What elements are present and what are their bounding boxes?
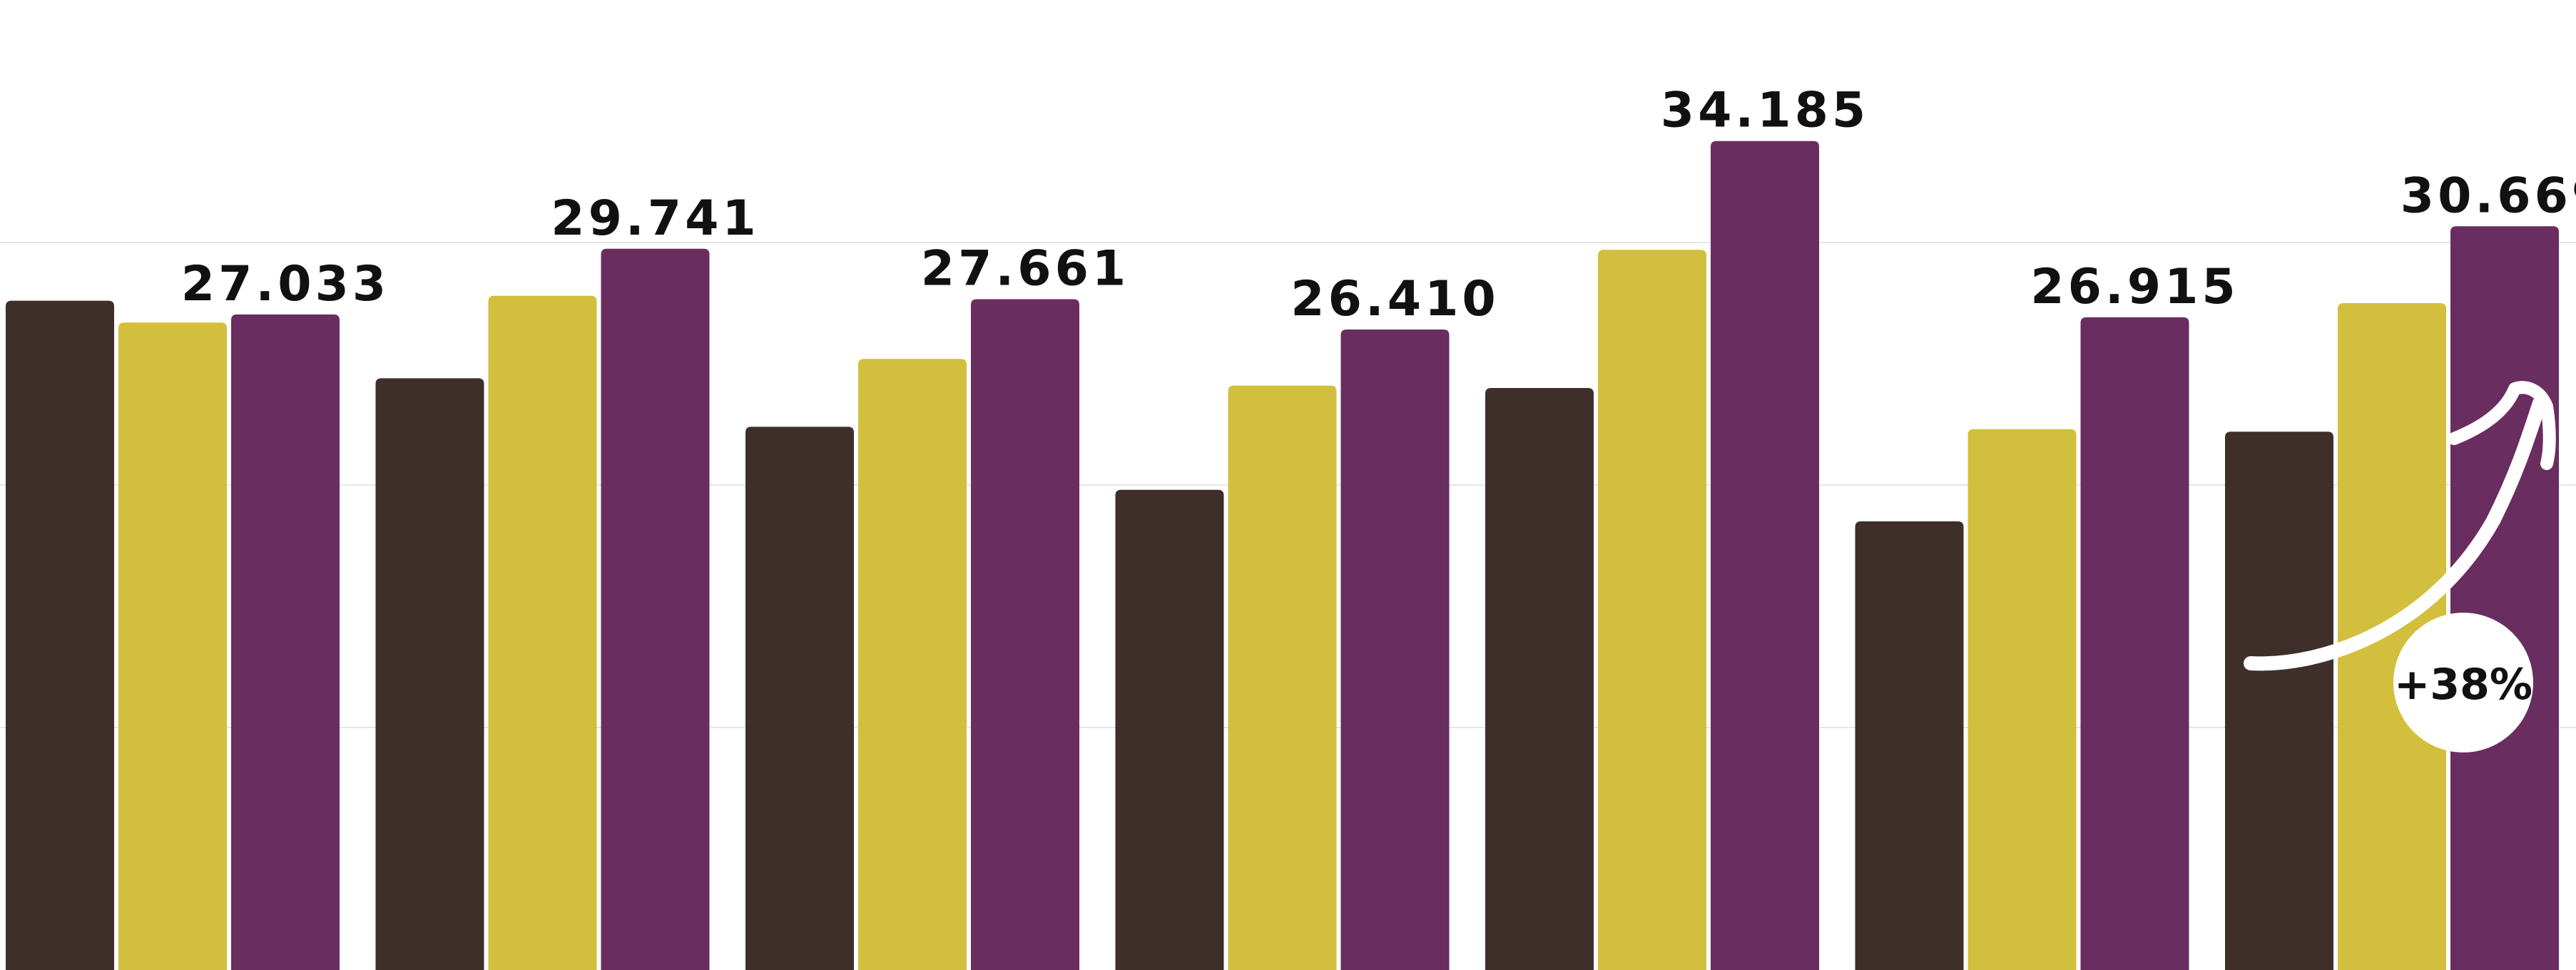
- bar: [601, 248, 710, 970]
- bar: [1485, 388, 1594, 970]
- growth-arrow-head: [2448, 381, 2556, 470]
- bar: [2338, 303, 2446, 970]
- bar: [745, 427, 854, 970]
- bars: [6, 141, 2559, 970]
- bar: [2225, 432, 2333, 970]
- bar: [971, 299, 1079, 970]
- bar: [1855, 521, 1964, 970]
- data-labels: 27.033 29.741 27.661 26.410 34.185 26.915 30.6…: [181, 83, 2576, 327]
- growth-arrow-shaft: [2244, 396, 2547, 671]
- bar: [488, 295, 597, 970]
- bar-value-label: 34.185: [1661, 83, 1869, 139]
- bar: [1967, 429, 2077, 970]
- bar: [2450, 226, 2559, 970]
- bar-value-label: 27.661: [921, 241, 1129, 297]
- bar: [231, 314, 340, 970]
- bar-value-label: 26.410: [1290, 271, 1499, 327]
- growth-badge: [2393, 613, 2533, 752]
- bar: [118, 322, 227, 970]
- bar-value-label: 27.033: [181, 256, 390, 312]
- bar-value-label: 30.669: [2401, 168, 2576, 224]
- bar: [1228, 385, 1337, 970]
- bar: [6, 300, 114, 970]
- growth-annotation: +38%: [2244, 381, 2556, 752]
- bar: [375, 378, 484, 970]
- bar: [1115, 489, 1224, 970]
- bar-value-label: 29.741: [551, 190, 759, 247]
- bar: [1711, 141, 1819, 970]
- bar-value-label: 26.915: [2030, 259, 2239, 315]
- bar: [1340, 330, 1450, 970]
- bar: [2080, 317, 2189, 970]
- growth-badge-text: +38%: [2394, 660, 2532, 710]
- bar: [858, 359, 967, 970]
- bar: [1598, 250, 1706, 970]
